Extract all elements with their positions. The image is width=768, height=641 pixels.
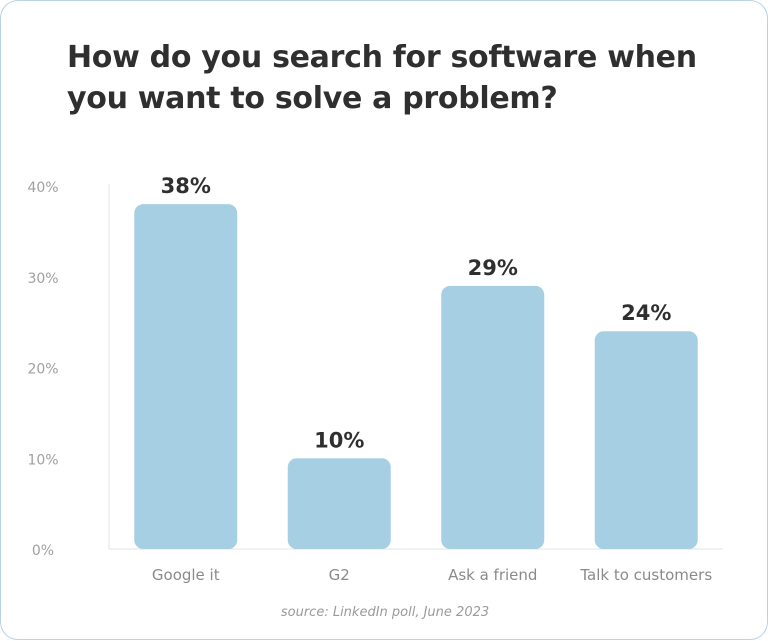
- bar: [287, 458, 391, 549]
- y-tick-label: 10%: [27, 452, 58, 468]
- source-note: source: LinkedIn poll, June 2023: [280, 605, 490, 620]
- y-tick-label: 20%: [27, 362, 58, 378]
- chart-title: How do you search for software when you …: [67, 40, 697, 116]
- y-tick-label: 0%: [32, 543, 54, 559]
- bar-value-label: 24%: [621, 301, 671, 325]
- bar: [594, 331, 698, 549]
- category-label: Google it: [152, 566, 220, 584]
- y-tick-label: 40%: [27, 180, 58, 196]
- bar-value-label: 38%: [161, 174, 211, 198]
- bar-value-label: 10%: [314, 428, 364, 452]
- y-tick-label: 30%: [27, 271, 58, 287]
- category-label: Ask a friend: [448, 566, 537, 584]
- category-label: G2: [329, 566, 350, 584]
- category-label: Talk to customers: [579, 566, 712, 584]
- bar: [134, 204, 238, 549]
- bar: [441, 285, 545, 549]
- bar-value-label: 29%: [468, 256, 518, 280]
